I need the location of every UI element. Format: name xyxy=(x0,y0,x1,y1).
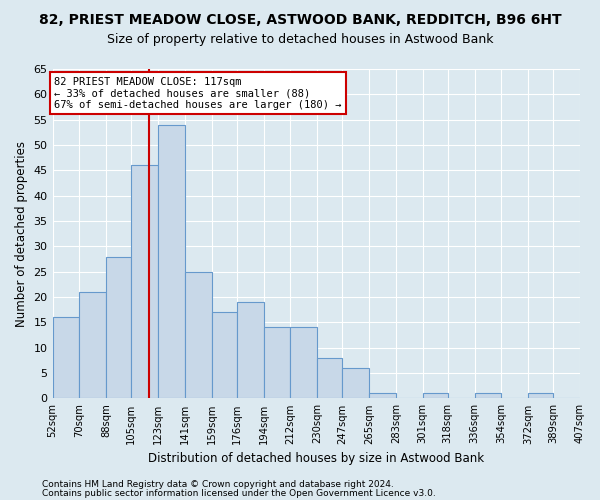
Text: Size of property relative to detached houses in Astwood Bank: Size of property relative to detached ho… xyxy=(107,32,493,46)
Text: Contains public sector information licensed under the Open Government Licence v3: Contains public sector information licen… xyxy=(42,489,436,498)
Bar xyxy=(185,272,212,398)
Bar xyxy=(53,318,79,398)
Bar xyxy=(131,166,158,398)
Bar xyxy=(342,368,369,398)
Bar xyxy=(369,394,396,398)
Bar xyxy=(422,394,448,398)
X-axis label: Distribution of detached houses by size in Astwood Bank: Distribution of detached houses by size … xyxy=(148,452,484,465)
Text: 82, PRIEST MEADOW CLOSE, ASTWOOD BANK, REDDITCH, B96 6HT: 82, PRIEST MEADOW CLOSE, ASTWOOD BANK, R… xyxy=(38,12,562,26)
Y-axis label: Number of detached properties: Number of detached properties xyxy=(15,140,28,326)
Text: 82 PRIEST MEADOW CLOSE: 117sqm
← 33% of detached houses are smaller (88)
67% of : 82 PRIEST MEADOW CLOSE: 117sqm ← 33% of … xyxy=(54,76,341,110)
Bar xyxy=(528,394,553,398)
Bar xyxy=(106,256,131,398)
Bar xyxy=(212,312,237,398)
Bar xyxy=(317,358,342,399)
Text: Contains HM Land Registry data © Crown copyright and database right 2024.: Contains HM Land Registry data © Crown c… xyxy=(42,480,394,489)
Bar xyxy=(263,328,290,398)
Bar xyxy=(237,302,263,398)
Bar xyxy=(475,394,501,398)
Bar xyxy=(290,328,317,398)
Bar xyxy=(158,124,185,398)
Bar xyxy=(79,292,106,399)
